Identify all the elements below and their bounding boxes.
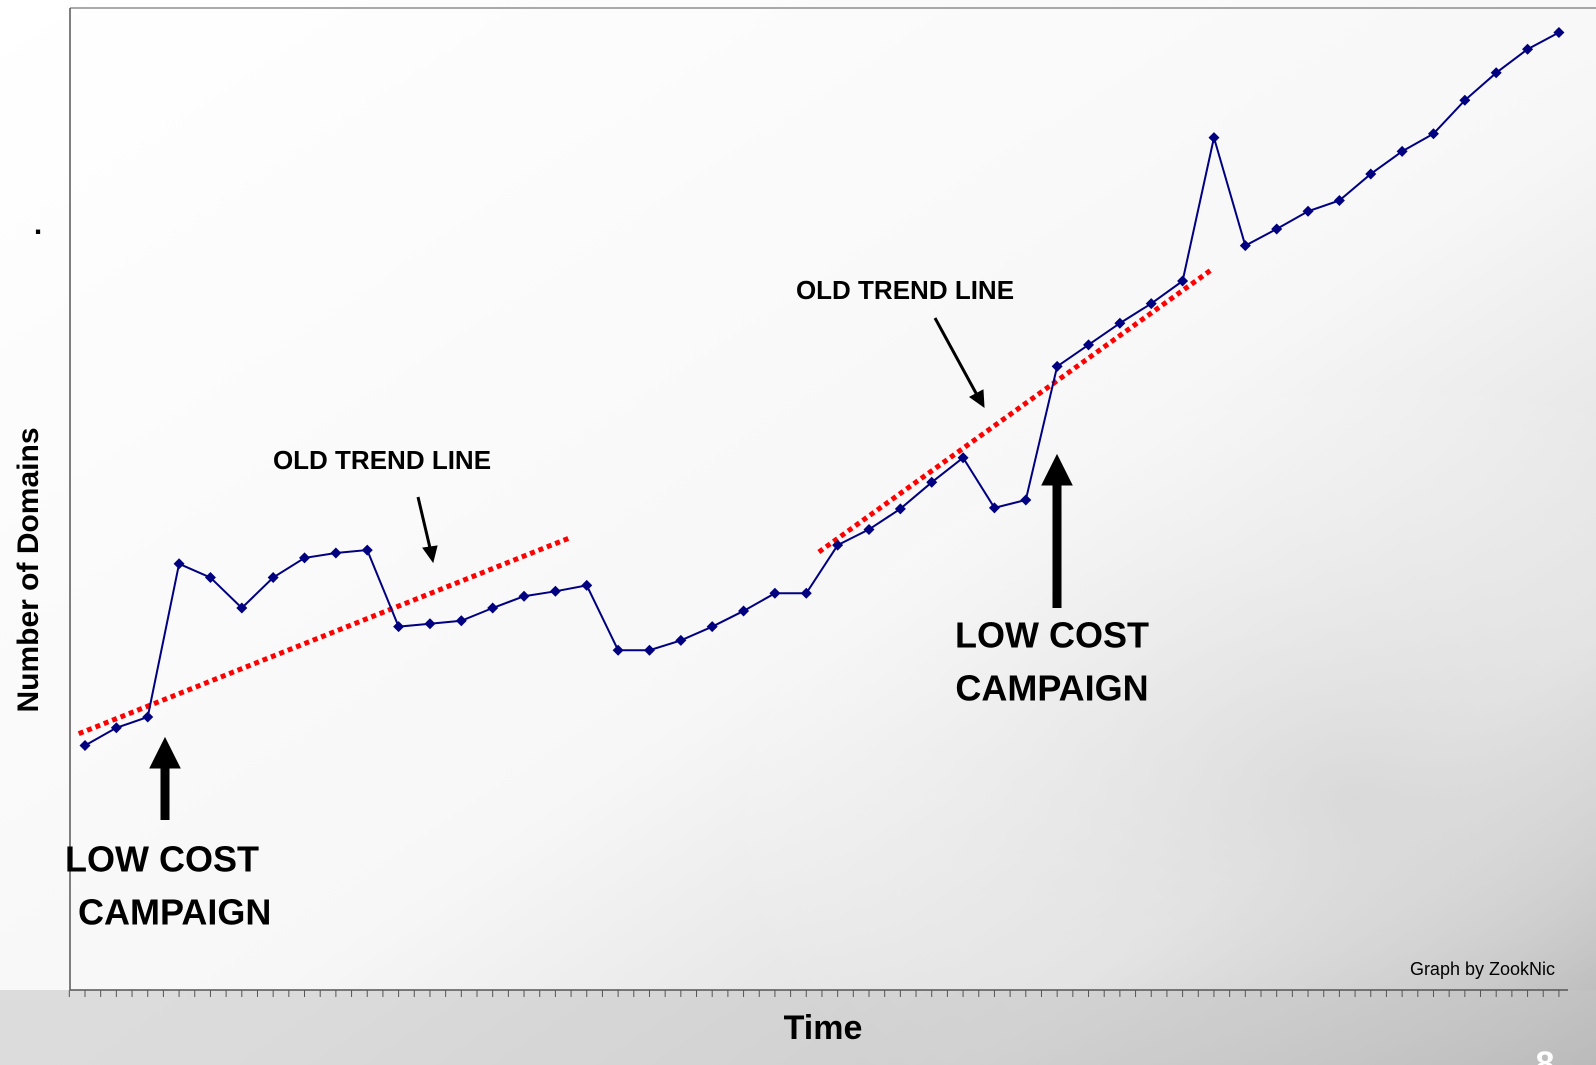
annotation: OLD TREND LINE [273,445,491,475]
y-axis-mark: . [34,208,42,241]
credit: Graph by ZookNic [1410,959,1555,979]
annotation: CAMPAIGN [78,892,271,933]
x-axis-label: Time [784,1009,863,1047]
page: {"chart_data":{"type":"line", "y_axis_la… [0,0,1596,1065]
chart: Number of Domains . Time Graph by ZookNi… [0,0,1596,1065]
annotation: LOW COST [65,839,259,880]
y-axis-label: Number of Domains [12,427,45,712]
annotation: OLD TREND LINE [796,275,1014,305]
annotation: LOW COST [955,615,1149,656]
page-number: 8 [1536,1045,1555,1065]
annotation: CAMPAIGN [955,668,1148,709]
